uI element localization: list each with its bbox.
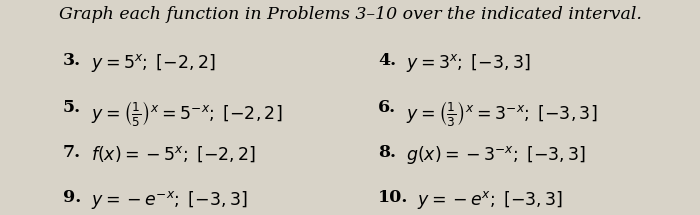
Text: $y = 5^x;\; [-2, 2]$: $y = 5^x;\; [-2, 2]$ (91, 52, 216, 74)
Text: Graph each function in Problems 3–10 over the indicated interval.: Graph each function in Problems 3–10 ove… (59, 6, 641, 23)
Text: 9.: 9. (63, 189, 81, 206)
Text: 8.: 8. (378, 144, 396, 161)
Text: $y = -e^{-x};\; [-3, 3]$: $y = -e^{-x};\; [-3, 3]$ (91, 189, 247, 211)
Text: $y = -e^x;\; [-3, 3]$: $y = -e^x;\; [-3, 3]$ (416, 189, 563, 211)
Text: $g(x) = -3^{-x};\; [-3, 3]$: $g(x) = -3^{-x};\; [-3, 3]$ (406, 144, 587, 166)
Text: $y = 3^x;\; [-3, 3]$: $y = 3^x;\; [-3, 3]$ (406, 52, 531, 74)
Text: $y = \left(\frac{1}{3}\right)^x = 3^{-x};\; [-3, 3]$: $y = \left(\frac{1}{3}\right)^x = 3^{-x}… (406, 99, 597, 128)
Text: 6.: 6. (378, 99, 396, 116)
Text: 3.: 3. (63, 52, 81, 69)
Text: $f(x) = -5^x;\; [-2, 2]$: $f(x) = -5^x;\; [-2, 2]$ (91, 144, 256, 164)
Text: 4.: 4. (378, 52, 396, 69)
Text: $y = \left(\frac{1}{5}\right)^x = 5^{-x};\; [-2, 2]$: $y = \left(\frac{1}{5}\right)^x = 5^{-x}… (91, 99, 282, 128)
Text: 7.: 7. (63, 144, 81, 161)
Text: 5.: 5. (63, 99, 81, 116)
Text: 10.: 10. (378, 189, 408, 206)
